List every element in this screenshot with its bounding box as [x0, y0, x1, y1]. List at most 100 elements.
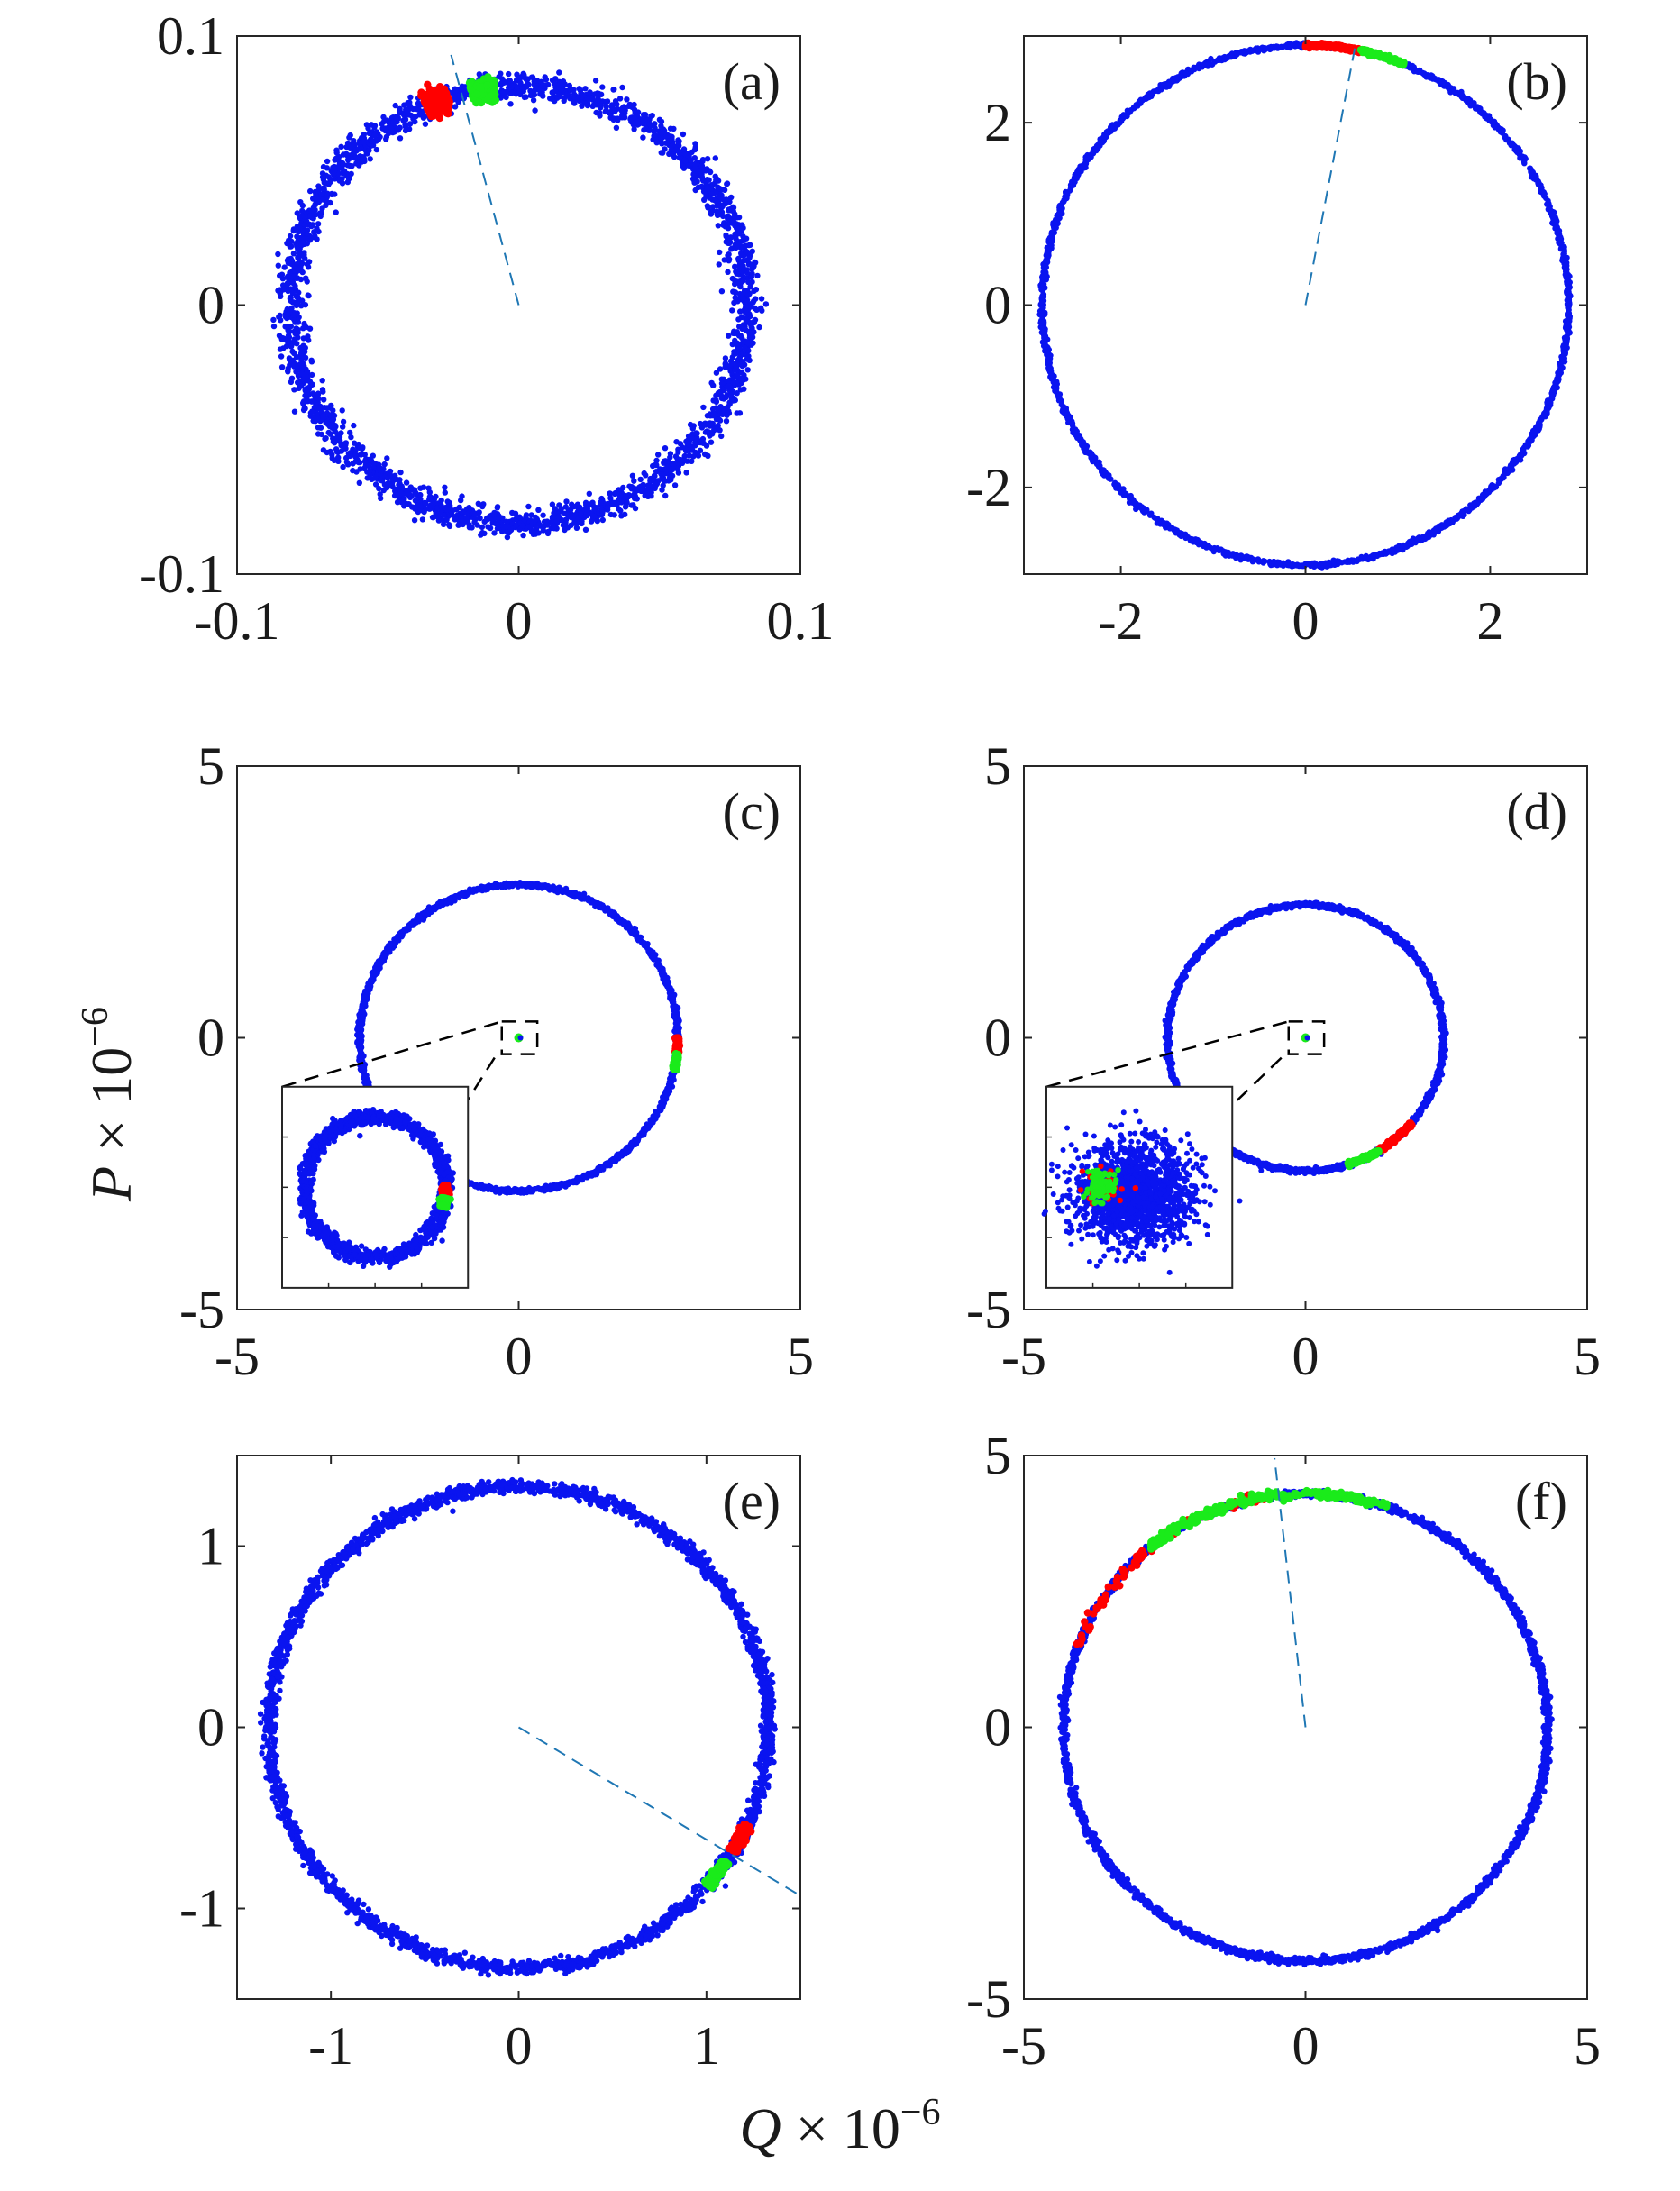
data-point — [748, 274, 755, 280]
data-point — [378, 477, 384, 484]
data-point — [756, 324, 762, 331]
data-point — [617, 507, 624, 514]
data-point — [365, 125, 371, 132]
data-point — [498, 70, 504, 77]
data-point — [690, 171, 697, 178]
data-point — [671, 482, 679, 488]
data-point — [270, 316, 277, 324]
data-point — [302, 275, 309, 282]
data-point — [278, 353, 285, 360]
data-point — [735, 298, 741, 305]
data-point — [294, 233, 300, 240]
data-point — [731, 349, 737, 355]
y-tick-label: 0 — [197, 276, 224, 335]
data-point — [486, 516, 493, 522]
data-point — [659, 487, 665, 493]
data-point — [584, 507, 590, 513]
data-point — [283, 342, 290, 350]
data-point — [424, 80, 432, 89]
data-point — [571, 520, 578, 526]
data-point — [315, 228, 322, 235]
data-point — [627, 116, 634, 123]
data-point — [549, 501, 556, 507]
data-point — [660, 482, 666, 488]
data-point — [397, 135, 404, 142]
data-point — [662, 492, 669, 499]
data-point — [315, 183, 322, 189]
data-point — [661, 458, 668, 464]
data-point — [521, 85, 528, 91]
data-point — [420, 484, 427, 490]
data-point — [301, 405, 307, 411]
data-point — [319, 387, 326, 393]
data-point — [429, 514, 436, 521]
data-point — [1095, 463, 1102, 470]
data-point — [479, 524, 486, 531]
data-point — [691, 179, 698, 186]
data-point — [347, 429, 353, 436]
data-point — [543, 522, 551, 528]
data-point — [725, 235, 731, 242]
data-point — [315, 391, 322, 398]
data-point — [290, 312, 297, 318]
data-point — [370, 460, 377, 466]
data-point — [602, 108, 608, 115]
data-point — [710, 397, 717, 404]
data-point — [657, 466, 663, 472]
data-point — [352, 448, 359, 454]
data-point — [742, 344, 748, 351]
data-point — [744, 339, 751, 345]
data-point — [425, 103, 434, 112]
data-point — [652, 132, 658, 138]
data-point — [1255, 47, 1262, 53]
data-point — [644, 482, 652, 488]
data-point — [452, 516, 459, 522]
data-point — [306, 292, 312, 299]
data-point — [692, 165, 698, 171]
data-point — [330, 407, 336, 414]
data-point — [614, 101, 620, 108]
data-point — [722, 355, 729, 361]
data-point — [365, 462, 372, 470]
data-point — [672, 147, 680, 153]
data-point — [529, 74, 536, 80]
data-point — [642, 112, 649, 118]
data-point — [513, 516, 520, 522]
data-point — [288, 295, 294, 301]
data-point — [377, 133, 383, 141]
data-point — [625, 103, 632, 110]
data-point — [288, 379, 295, 386]
data-point — [619, 84, 625, 91]
data-point — [341, 168, 348, 174]
data-point — [315, 198, 323, 205]
data-point — [393, 114, 399, 120]
data-point — [413, 114, 419, 120]
data-point — [635, 109, 642, 115]
data-point — [754, 272, 761, 279]
data-point — [593, 109, 599, 116]
data-point — [412, 498, 419, 504]
data-point — [366, 147, 372, 154]
data-point — [297, 350, 305, 357]
data-point — [292, 330, 298, 337]
data-point — [407, 484, 414, 490]
data-point — [346, 134, 352, 141]
data-point — [743, 248, 749, 254]
data-point — [530, 97, 537, 104]
data-point — [685, 162, 691, 169]
data-point — [475, 500, 481, 507]
data-point — [383, 136, 389, 142]
data-point — [281, 264, 288, 270]
data-point — [612, 108, 618, 114]
data-point — [379, 121, 385, 127]
data-point — [420, 114, 427, 121]
data-point — [356, 479, 362, 486]
data-point — [629, 472, 636, 479]
data-point — [591, 507, 598, 514]
data-point — [616, 96, 624, 102]
data-point — [327, 431, 333, 437]
data-point — [291, 336, 297, 342]
data-point — [673, 439, 680, 445]
data-point — [380, 487, 387, 494]
data-point — [740, 278, 746, 284]
